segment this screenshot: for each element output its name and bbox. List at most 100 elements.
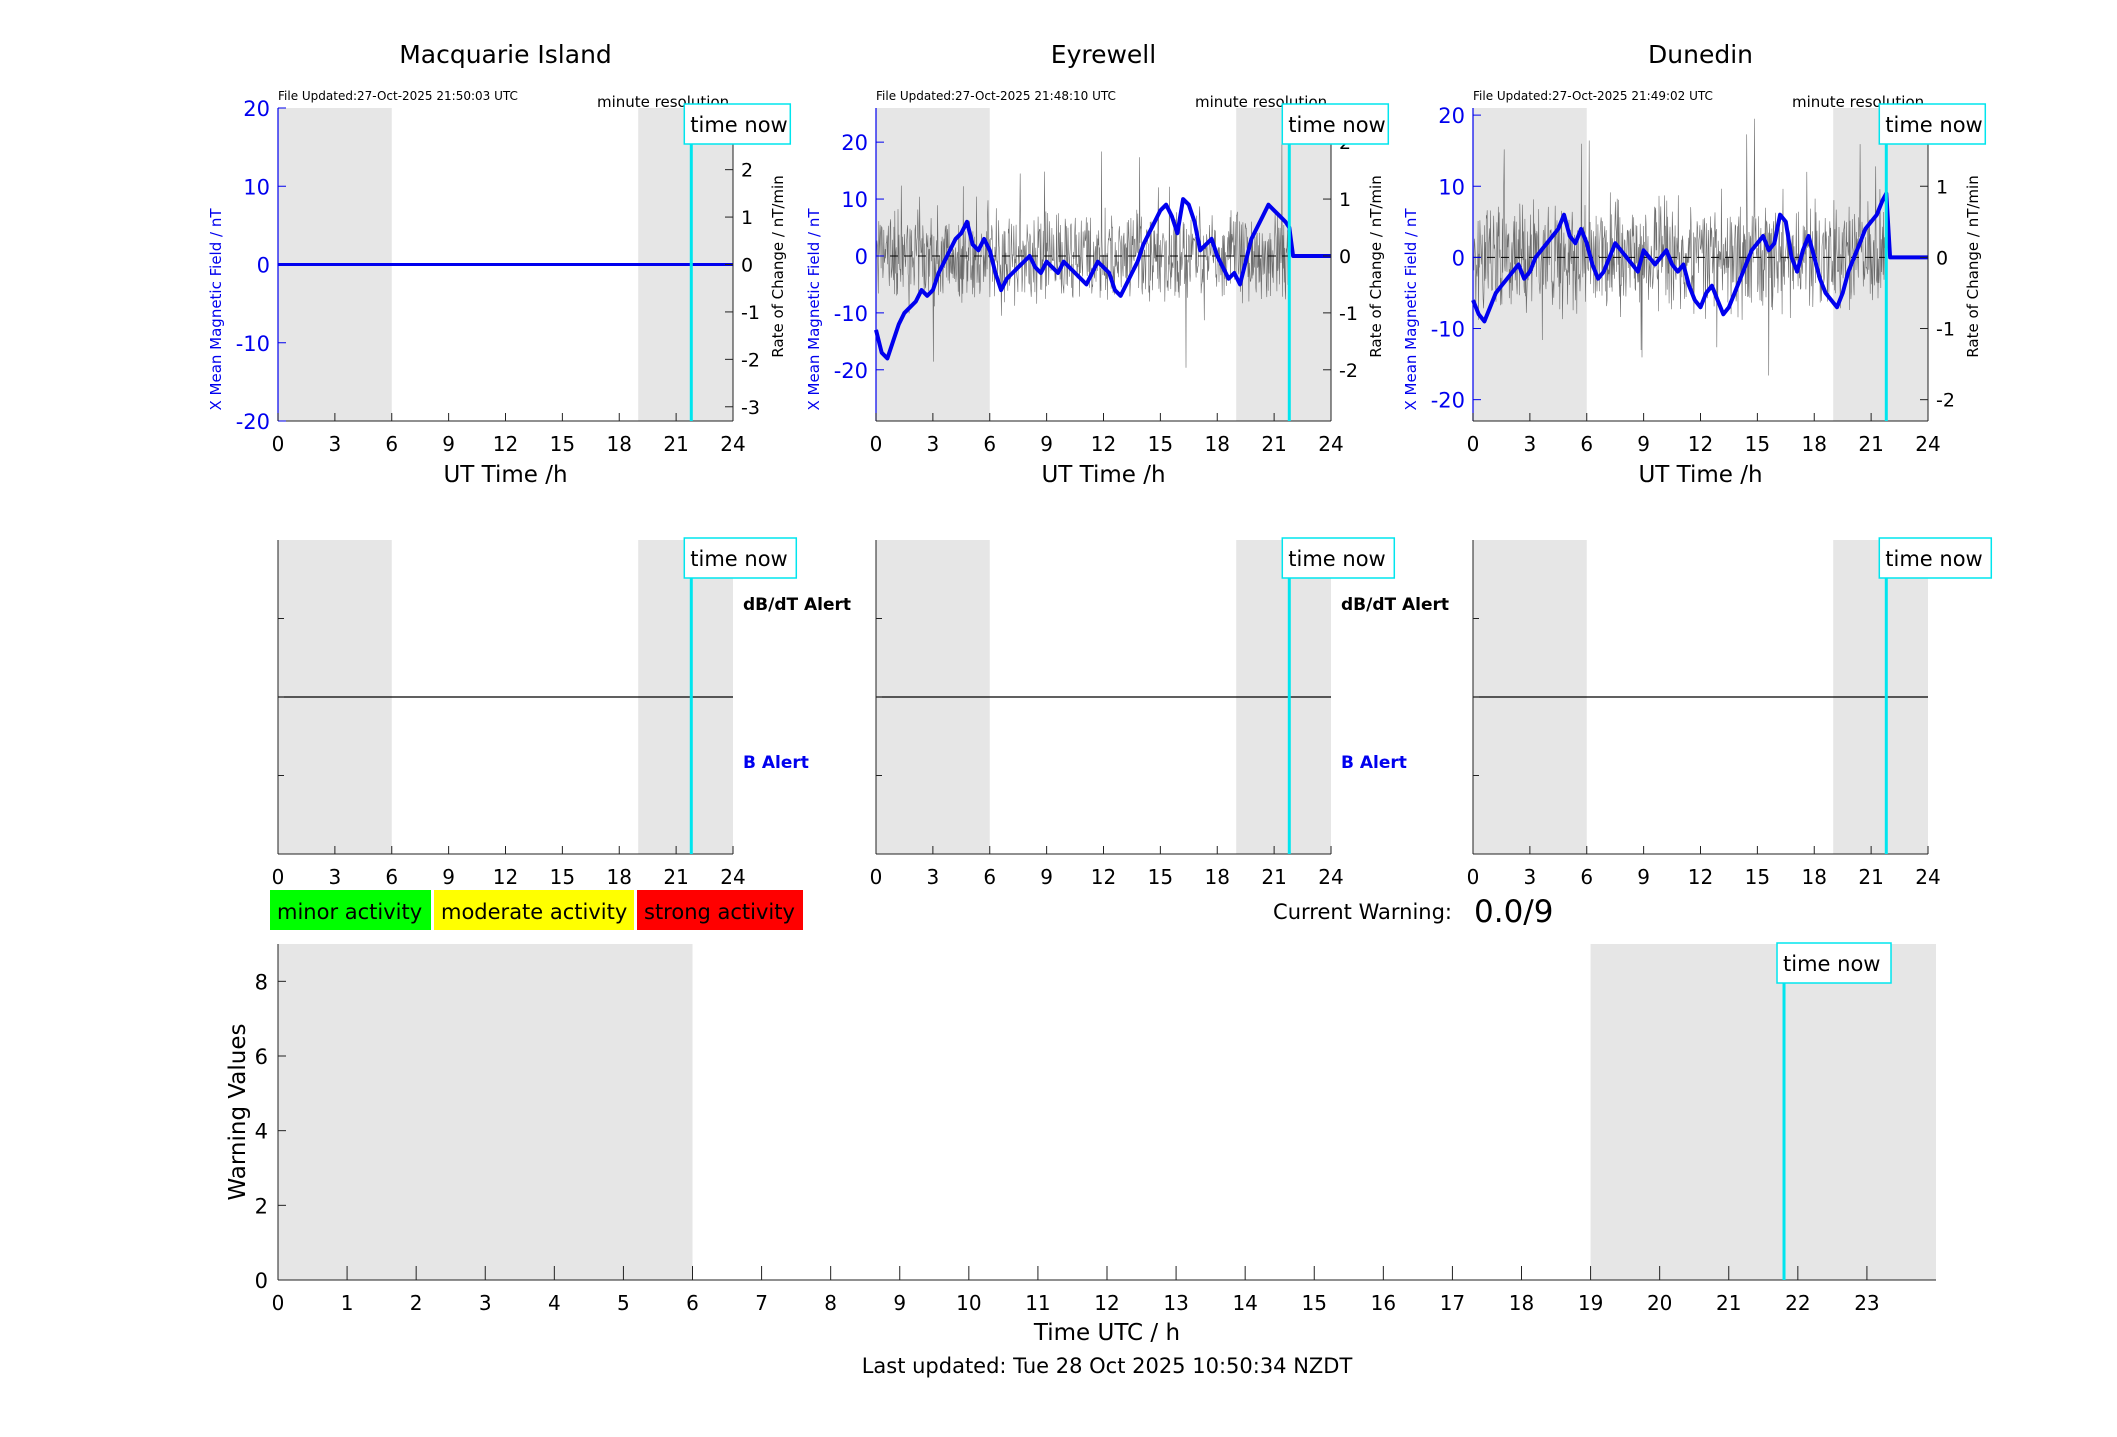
warning-xtick-label: 8 xyxy=(824,1291,837,1315)
field-2-xtick-label: 6 xyxy=(983,432,996,456)
field-3-file-updated: File Updated:27-Oct-2025 21:49:02 UTC xyxy=(1473,89,1713,103)
legend-label-1: moderate activity xyxy=(441,900,627,924)
field-3-xtick-label: 12 xyxy=(1688,432,1713,456)
warning-xtick-label: 12 xyxy=(1094,1291,1119,1315)
field-1-ylabel: X Mean Magnetic Field / nT xyxy=(207,208,225,411)
alert-3-xtick-label: 3 xyxy=(1524,865,1537,889)
field-2-ytick-label: 10 xyxy=(841,188,868,212)
warning-xtick-label: 22 xyxy=(1785,1291,1810,1315)
alert-2-xtick-label: 21 xyxy=(1261,865,1286,889)
legend-swatch-0 xyxy=(270,890,431,930)
warning-xtick-label: 2 xyxy=(410,1291,423,1315)
alert-2-xtick-label: 18 xyxy=(1205,865,1230,889)
field-3-time-now-label: time now xyxy=(1885,113,1982,137)
field-3-ytick-right-label: 0 xyxy=(1936,247,1948,269)
field-1-ytick-label: -10 xyxy=(236,332,270,356)
field-2-field-series xyxy=(874,197,1331,361)
warning-xtick-label: 16 xyxy=(1371,1291,1396,1315)
field-1-xtick-label: 21 xyxy=(663,432,688,456)
field-3-xtick-label: 6 xyxy=(1580,432,1593,456)
field-3-xlabel: UT Time /h xyxy=(1638,462,1762,488)
field-1-ytick-label: 10 xyxy=(243,175,270,199)
field-2-ytick-right-label: 1 xyxy=(1339,189,1351,211)
alert-1-xtick-label: 0 xyxy=(272,865,285,889)
alert-3-xtick-label: 0 xyxy=(1467,865,1480,889)
field-1-ytick-right-label: -1 xyxy=(741,302,760,324)
alert-2-time-now-label: time now xyxy=(1288,547,1385,571)
warning-xtick-label: 19 xyxy=(1578,1291,1603,1315)
field-2-ytick-right-label: 0 xyxy=(1339,246,1351,268)
field-3-ytick-label: -10 xyxy=(1431,318,1465,342)
alert-3-time-now-box xyxy=(1878,537,1993,579)
alert-1-xtick-label: 18 xyxy=(607,865,632,889)
warning-xlabel: Time UTC / h xyxy=(1033,1320,1180,1346)
field-2-xtick-label: 0 xyxy=(870,432,883,456)
field-1-xlabel: UT Time /h xyxy=(443,462,567,488)
field-3-xtick-label: 24 xyxy=(1915,432,1940,456)
field-2-xtick-label: 15 xyxy=(1148,432,1173,456)
warning-xtick-label: 0 xyxy=(272,1291,285,1315)
field-1-title: Macquarie Island xyxy=(399,40,612,69)
warning-xtick-label: 4 xyxy=(548,1291,561,1315)
warning-xtick-label: 21 xyxy=(1716,1291,1741,1315)
field-3-ytick-right-label: -2 xyxy=(1936,390,1955,412)
warning-night-band-1 xyxy=(1590,944,1936,1280)
field-2-ytick-right-label: -2 xyxy=(1339,360,1358,382)
warning-xtick-label: 11 xyxy=(1025,1291,1050,1315)
field-3-ytick-label: 10 xyxy=(1438,175,1465,199)
field-1-xtick-label: 6 xyxy=(385,432,398,456)
alert-3-xtick-label: 18 xyxy=(1802,865,1827,889)
alert-1-xtick-label: 3 xyxy=(329,865,342,889)
warning-ytick-label: 6 xyxy=(255,1045,268,1069)
field-3-ytick-label: -20 xyxy=(1431,389,1465,413)
field-1-xtick-label: 3 xyxy=(329,432,342,456)
warning-night-band-0 xyxy=(278,944,693,1280)
warning-xtick-label: 23 xyxy=(1854,1291,1879,1315)
field-2-ytick-label: 20 xyxy=(841,131,868,155)
warning-xtick-label: 17 xyxy=(1440,1291,1465,1315)
warning-time-now-box xyxy=(1776,942,1892,984)
field-1-xtick-label: 15 xyxy=(550,432,575,456)
field-2-time-now-label: time now xyxy=(1288,113,1385,137)
alert-1-time-now-box xyxy=(683,537,798,579)
field-1-ytick-right-label: -2 xyxy=(741,349,760,371)
alert-3-xtick-label: 9 xyxy=(1637,865,1650,889)
alert-3-time-now-label: time now xyxy=(1885,547,1982,571)
alert-1-xtick-label: 24 xyxy=(720,865,745,889)
field-1-ytick-right-label: 2 xyxy=(741,160,753,182)
field-3-xtick-label: 3 xyxy=(1524,432,1537,456)
field-1-ytick-label: -20 xyxy=(236,410,270,434)
field-2-ytick-label: 0 xyxy=(855,245,868,269)
field-2-ytick-label: -20 xyxy=(834,359,868,383)
legend-label-0: minor activity xyxy=(277,900,422,924)
warning-ytick-label: 8 xyxy=(255,970,268,994)
field-3-xtick-label: 21 xyxy=(1858,432,1883,456)
warning-xtick-label: 7 xyxy=(755,1291,768,1315)
field-1-ytick-label: 0 xyxy=(257,254,270,278)
field-3-ytick-label: 20 xyxy=(1438,104,1465,128)
field-2-ytick-label: -10 xyxy=(834,302,868,326)
warning-ylabel: Warning Values xyxy=(225,1023,251,1200)
field-2-xtick-label: 24 xyxy=(1318,432,1343,456)
field-2-xlabel: UT Time /h xyxy=(1041,462,1165,488)
field-2-time-now-box xyxy=(1281,103,1390,145)
field-1-file-updated: File Updated:27-Oct-2025 21:50:03 UTC xyxy=(278,89,518,103)
warning-time-now-label: time now xyxy=(1783,952,1880,976)
field-3-time-now-box xyxy=(1878,103,1987,145)
warning-xtick-label: 5 xyxy=(617,1291,630,1315)
field-2-ylabel-right: Rate of Change / nT/min xyxy=(1367,175,1385,357)
alert-2-b-alert-label: B Alert xyxy=(1341,753,1407,773)
field-2-xtick-label: 9 xyxy=(1040,432,1053,456)
legend-swatch-2 xyxy=(637,890,803,930)
field-1-xtick-label: 24 xyxy=(720,432,745,456)
field-3-field-series xyxy=(1471,191,1928,324)
alert-2-time-now-box xyxy=(1281,537,1396,579)
legend-label-2: strong activity xyxy=(644,900,795,924)
alert-2-xtick-label: 24 xyxy=(1318,865,1343,889)
warning-xtick-label: 15 xyxy=(1302,1291,1327,1315)
field-1-xtick-label: 0 xyxy=(272,432,285,456)
current-warning-label: Current Warning: xyxy=(1273,900,1452,924)
alert-2-xtick-label: 12 xyxy=(1091,865,1116,889)
field-3-title: Dunedin xyxy=(1648,40,1753,69)
